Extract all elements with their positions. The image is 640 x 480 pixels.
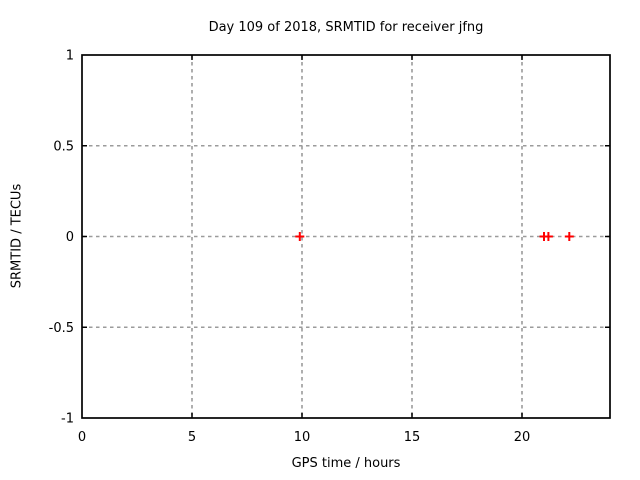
x-axis-label: GPS time / hours	[291, 456, 401, 471]
data-point	[564, 232, 574, 241]
y-tick-label: -0.5	[49, 321, 74, 336]
x-tick-label: 20	[514, 430, 531, 445]
y-tick-label: 0	[66, 230, 74, 245]
data-point	[295, 232, 305, 241]
x-tick-label: 10	[294, 430, 311, 445]
y-axis-label: SRMTID / TECUs	[9, 183, 25, 289]
y-tick-label: 1	[66, 49, 74, 64]
y-tick-label: -1	[61, 412, 74, 427]
data-point	[543, 232, 553, 241]
chart-title: Day 109 of 2018, SRMTID for receiver jfn…	[208, 20, 484, 35]
x-tick-label: 0	[78, 430, 86, 445]
y-tick-label: 0.5	[53, 139, 74, 154]
x-tick-label: 5	[188, 430, 196, 445]
x-tick-label: 15	[404, 430, 421, 445]
